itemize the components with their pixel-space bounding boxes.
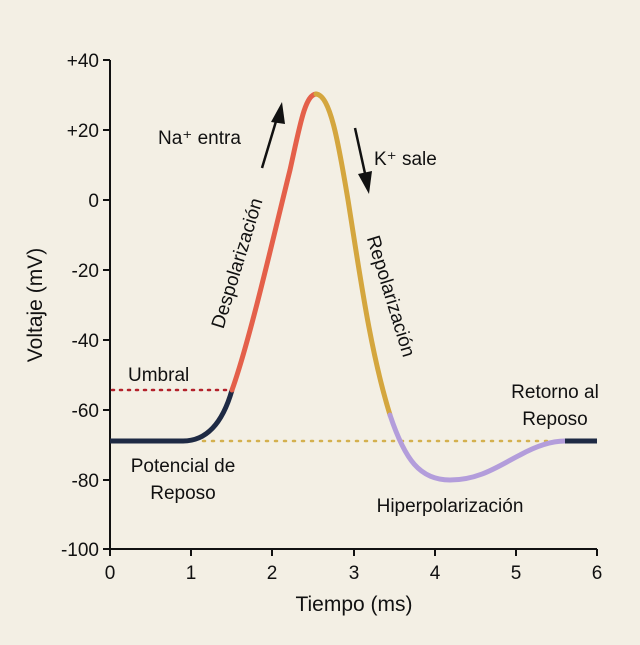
hyperpolarization-segment	[387, 412, 568, 483]
resting-label-line1: Potencial de	[131, 456, 236, 477]
y-tick-label: -80	[72, 471, 99, 492]
y-tick-label: -60	[72, 401, 99, 422]
na-influx-arrow-icon	[260, 102, 285, 169]
y-axis: +40 +20 0 -20 -40 -60 -80 -100 Voltaje (…	[24, 51, 111, 561]
depolarization-segment	[229, 91, 319, 393]
y-tick-label: +20	[67, 121, 99, 142]
y-tick-label: -40	[72, 331, 99, 352]
return-label-line1: Retorno al	[511, 382, 599, 403]
k-efflux-arrow-icon	[353, 127, 372, 194]
k-sale-label: K⁺ sale	[374, 149, 437, 170]
threshold-label: Umbral	[128, 365, 189, 386]
x-tick-label: 1	[186, 563, 197, 584]
na-entra-label: Na⁺ entra	[158, 128, 241, 149]
depolarization-label: Despolarización	[208, 196, 268, 331]
x-tick-label: 0	[105, 563, 116, 584]
resting-label-line2: Reposo	[150, 483, 216, 504]
resting-segment	[110, 389, 235, 444]
y-tick-label: 0	[88, 191, 99, 212]
x-axis-title: Tiempo (ms)	[295, 593, 412, 616]
x-tick-label: 4	[430, 563, 441, 584]
y-tick-label: -100	[61, 540, 99, 561]
x-axis: 0 1 2 3 4 5 6 Tiempo (ms)	[105, 548, 603, 616]
y-axis-title: Voltaje (mV)	[24, 248, 47, 362]
hyperpolarization-label: Hiperpolarización	[377, 496, 524, 517]
x-tick-label: 6	[592, 563, 603, 584]
x-tick-label: 3	[349, 563, 360, 584]
return-label-line2: Reposo	[522, 409, 588, 430]
x-tick-label: 2	[267, 563, 278, 584]
y-tick-label: -20	[72, 261, 99, 282]
x-tick-label: 5	[511, 563, 522, 584]
repolarization-segment	[313, 91, 393, 418]
y-tick-label: +40	[67, 51, 99, 72]
